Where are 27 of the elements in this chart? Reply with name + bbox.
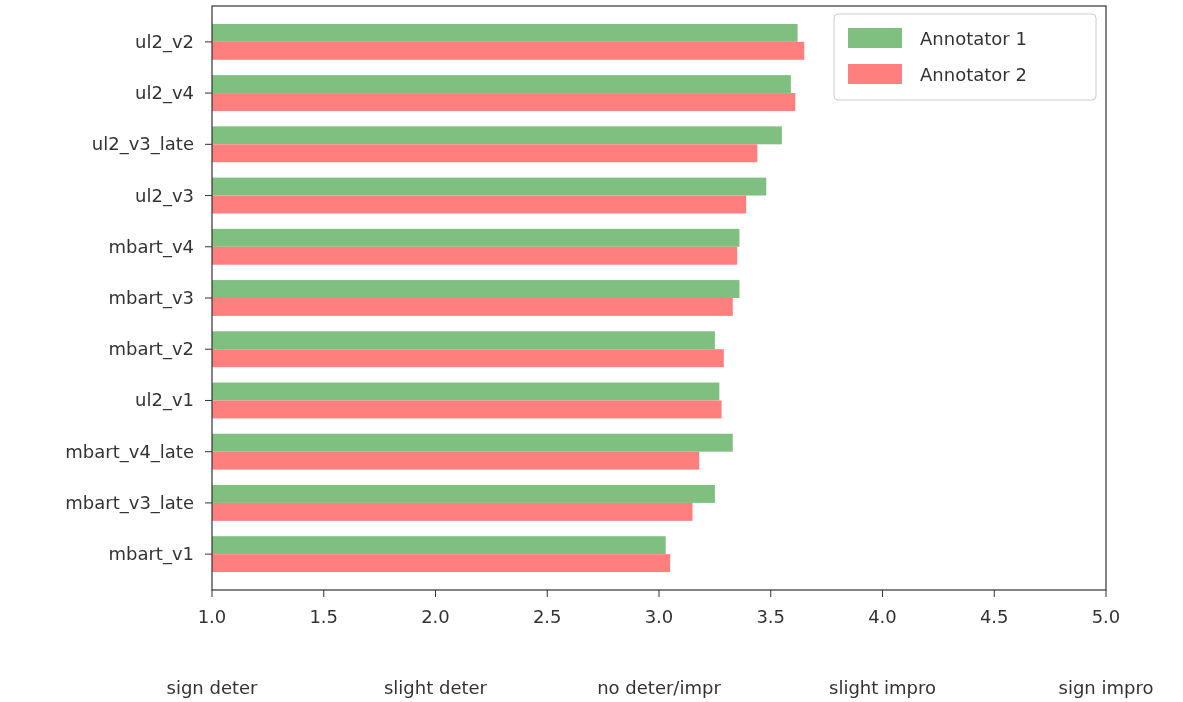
x-tick-label: 2.0 [421,606,450,627]
text: sign deter [166,677,259,698]
x-tick-label: 2.5 [532,606,562,627]
legend-label: Annotator 1 [920,28,1027,49]
y-tick-label: mbart_v3 [108,287,194,309]
text: slight deter [383,677,488,698]
text: no deter/impr [597,677,722,698]
x-tick-label: 1.0 [197,606,227,627]
x-tick-label: 4.0 [868,606,897,627]
y-tick-label: mbart_v3_late [65,491,194,514]
y-tick-label: ul2_v2 [135,30,194,53]
y-tick-label: ul2_v3 [135,184,194,207]
y-tick-label: ul2_v4 [135,82,194,105]
text: sign impro [1058,677,1154,698]
y-tick-label: mbart_v1 [108,543,194,566]
y-tick-label: ul2_v1 [135,389,194,412]
legend-label: Annotator 2 [920,64,1027,85]
x-tick-label: 5.0 [1091,606,1121,627]
x-tick-label: 1.5 [309,606,339,627]
y-tick-label: mbart_v4_late [65,440,194,463]
y-tick-label: mbart_v2 [108,338,194,361]
x-tick-label: 4.5 [979,606,1009,627]
y-tick-label: mbart_v4 [108,235,194,258]
y-tick-label: ul2_v3_late [91,133,194,156]
x-tick-label: 3.5 [756,606,786,627]
text: slight impro [829,677,936,698]
x-tick-label: 3.0 [644,606,674,627]
